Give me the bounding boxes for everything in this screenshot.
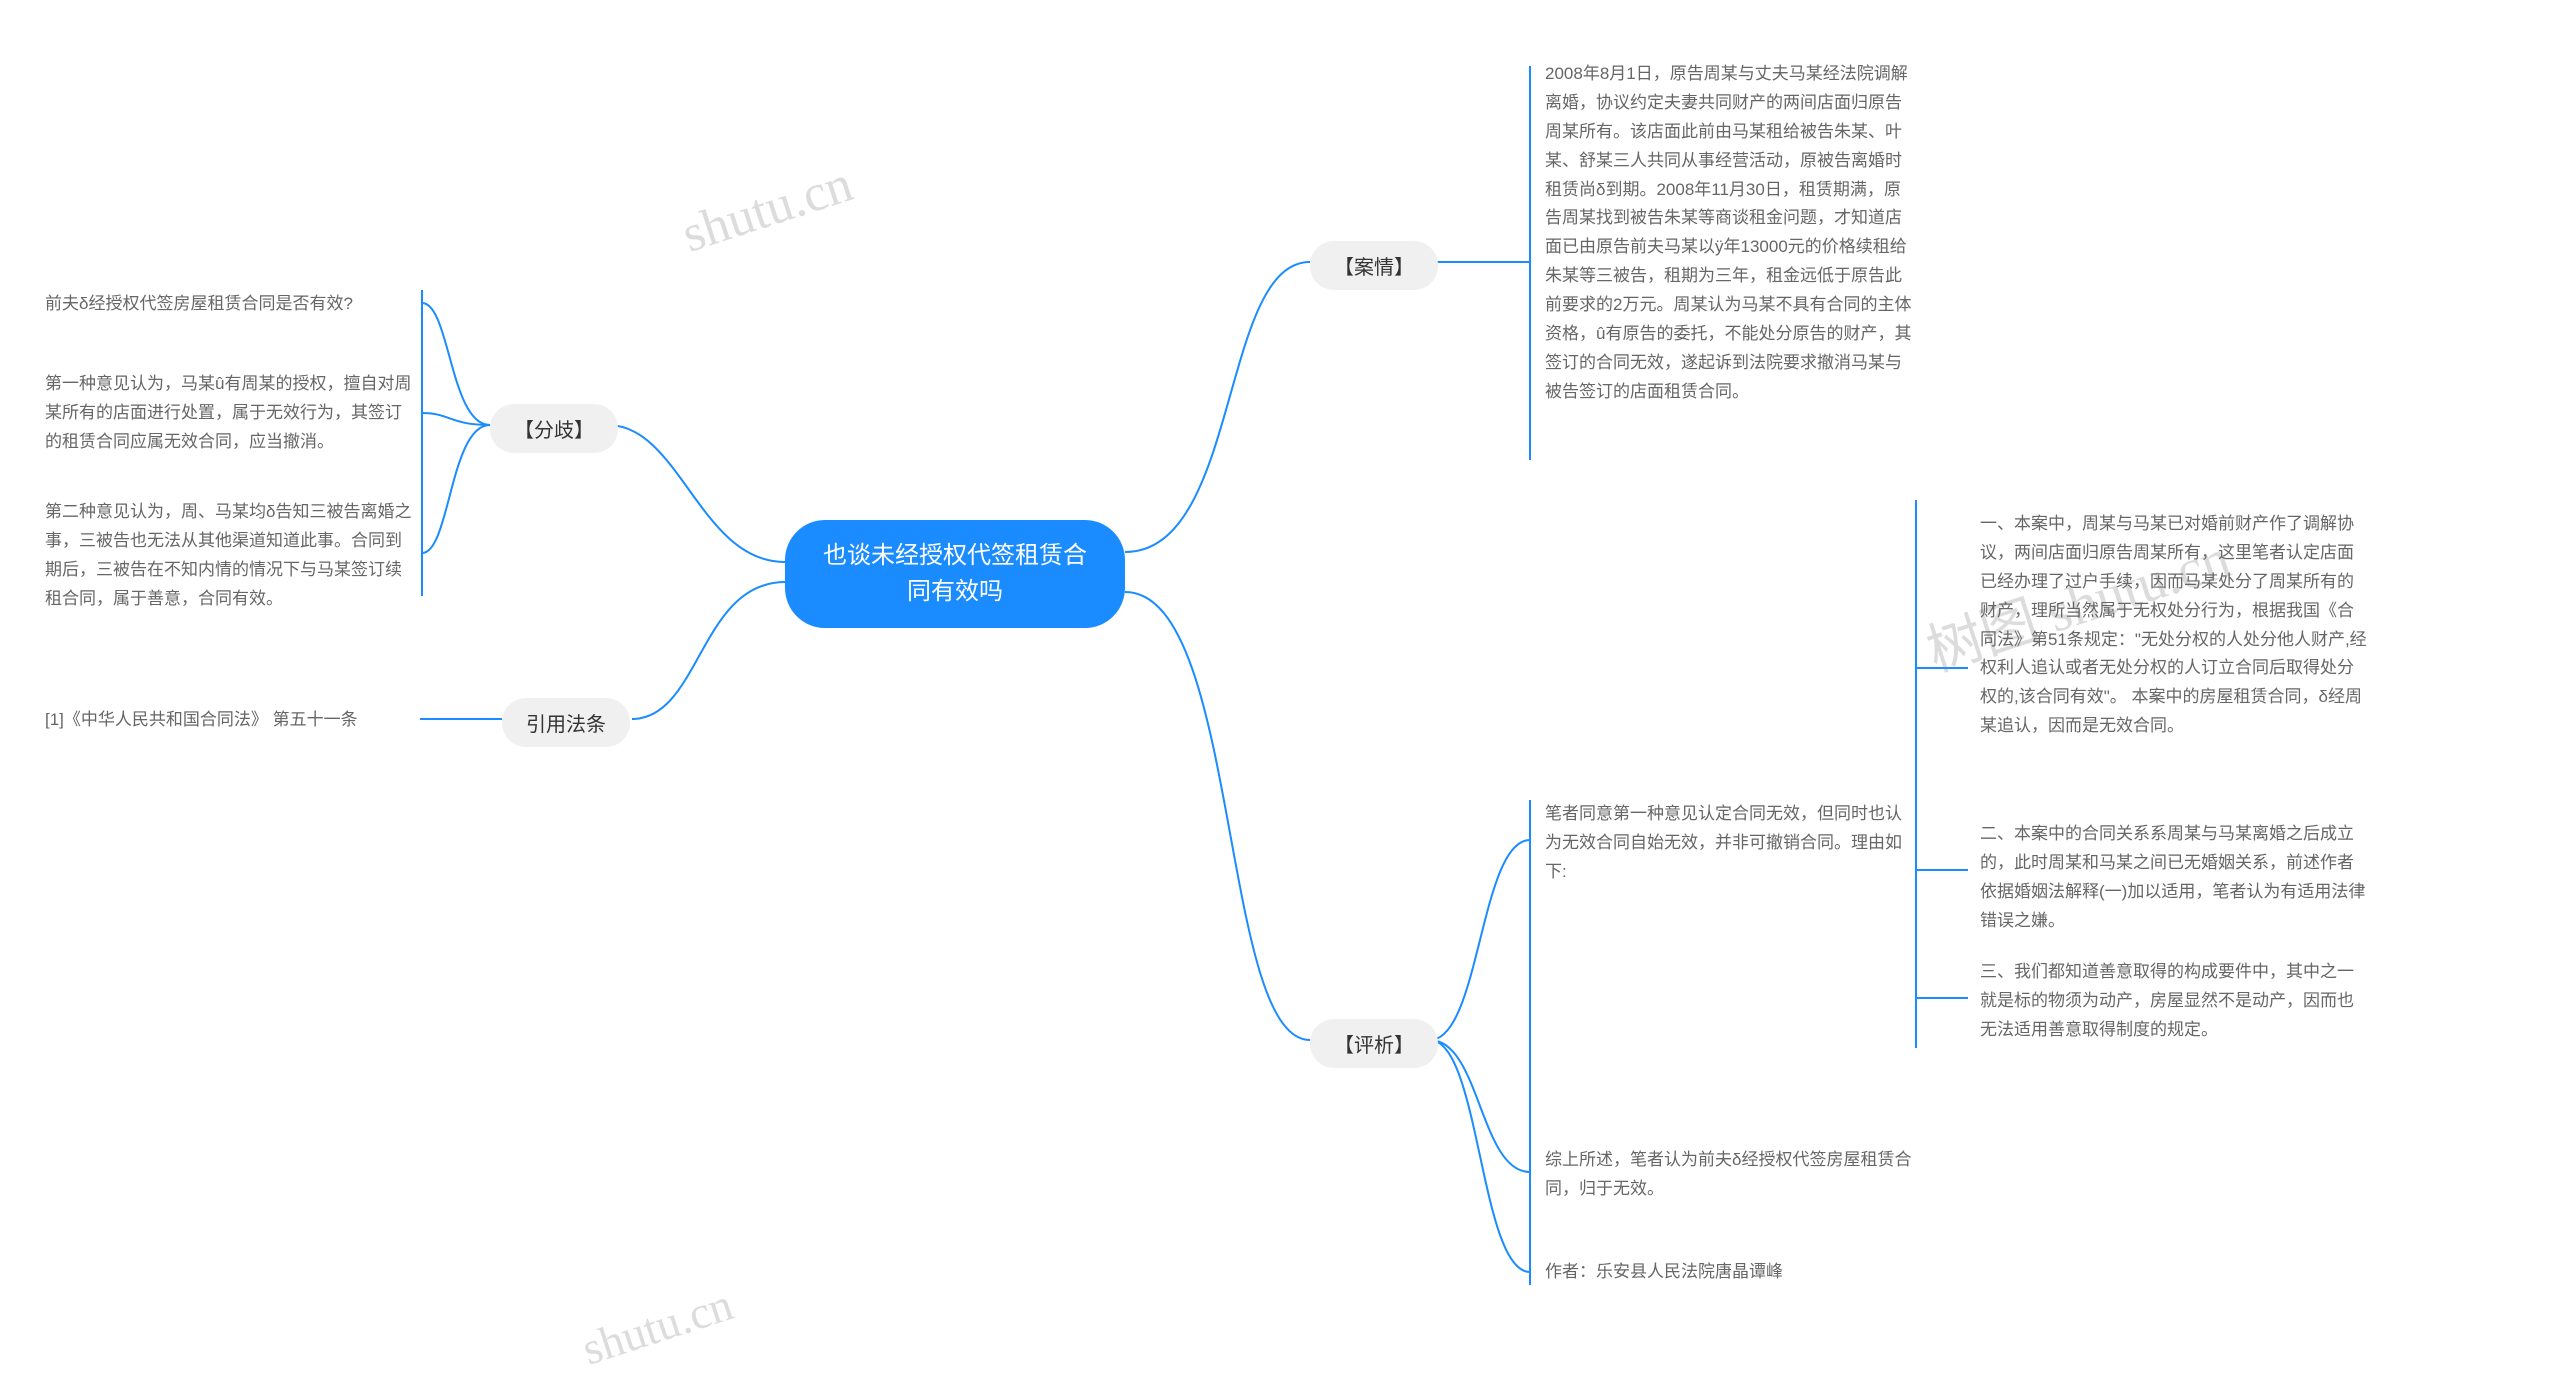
- leaf-text: 2008年8月1日，原告周某与丈夫马某经法院调解离婚，协议约定夫妻共同财产的两间…: [1545, 64, 1911, 401]
- branch-analysis: 【评析】: [1310, 1019, 1438, 1068]
- leaf-text: 一、本案中，周某与马某已对婚前财产作了调解协议，两间店面归原告周某所有，这里笔者…: [1980, 514, 2367, 735]
- leaf-text: 综上所述，笔者认为前夫δ经授权代签房屋租赁合同，归于无效。: [1545, 1150, 1911, 1198]
- branch-citation: 引用法条: [502, 698, 630, 747]
- leaf-text: 作者：乐安县人民法院唐晶谭峰: [1545, 1262, 1783, 1281]
- mindmap-center: 也谈未经授权代签租赁合同有效吗: [785, 520, 1125, 628]
- leaf-text: 笔者同意第一种意见认定合同无效，但同时也认为无效合同自始无效，并非可撤销合同。理…: [1545, 804, 1902, 881]
- leaf-text: [1]《中华人民共和国合同法》 第五十一条: [45, 710, 358, 729]
- leaf-divergence-2: 第二种意见认为，周、马某均δ告知三被告离婚之事，三被告也无法从其他渠道知道此事。…: [45, 498, 415, 614]
- leaf-text: 第一种意见认为，马某û有周某的授权，擅自对周某所有的店面进行处置，属于无效行为，…: [45, 374, 411, 451]
- branch-label: 【评析】: [1334, 1035, 1414, 1057]
- leaf-analysis-2: 作者：乐安县人民法院唐晶谭峰: [1545, 1258, 1915, 1287]
- leaf-analysis-1: 综上所述，笔者认为前夫δ经授权代签房屋租赁合同，归于无效。: [1545, 1146, 1915, 1204]
- leaf-text: 前夫δ经授权代签房屋租赁合同是否有效?: [45, 294, 353, 313]
- leaf-analysis-0: 笔者同意第一种意见认定合同无效，但同时也认为无效合同自始无效，并非可撤销合同。理…: [1545, 800, 1915, 887]
- branch-label: 【分歧】: [514, 420, 594, 442]
- leaf-divergence-1: 第一种意见认为，马某û有周某的授权，擅自对周某所有的店面进行处置，属于无效行为，…: [45, 370, 415, 457]
- leaf-text: 二、本案中的合同关系系周某与马某离婚之后成立的，此时周某和马某之间已无婚姻关系，…: [1980, 824, 2365, 930]
- leaf-text: 三、我们都知道善意取得的构成要件中，其中之一就是标的物须为动产，房屋显然不是动产…: [1980, 962, 2354, 1039]
- branch-case: 【案情】: [1310, 241, 1438, 290]
- leaf-analysis-sub-0: 一、本案中，周某与马某已对婚前财产作了调解协议，两间店面归原告周某所有，这里笔者…: [1980, 510, 2370, 741]
- leaf-analysis-sub-2: 三、我们都知道善意取得的构成要件中，其中之一就是标的物须为动产，房屋显然不是动产…: [1980, 958, 2370, 1045]
- leaf-text: 第二种意见认为，周、马某均δ告知三被告离婚之事，三被告也无法从其他渠道知道此事。…: [45, 502, 411, 608]
- center-text: 也谈未经授权代签租赁合同有效吗: [823, 542, 1087, 605]
- leaf-analysis-sub-1: 二、本案中的合同关系系周某与马某离婚之后成立的，此时周某和马某之间已无婚姻关系，…: [1980, 820, 2370, 936]
- branch-label: 引用法条: [526, 714, 606, 736]
- leaf-divergence-0: 前夫δ经授权代签房屋租赁合同是否有效?: [45, 290, 415, 319]
- branch-label: 【案情】: [1334, 257, 1414, 279]
- leaf-case-0: 2008年8月1日，原告周某与丈夫马某经法院调解离婚，协议约定夫妻共同财产的两间…: [1545, 60, 1915, 407]
- leaf-citation-0: [1]《中华人民共和国合同法》 第五十一条: [45, 706, 415, 735]
- branch-divergence: 【分歧】: [490, 404, 618, 453]
